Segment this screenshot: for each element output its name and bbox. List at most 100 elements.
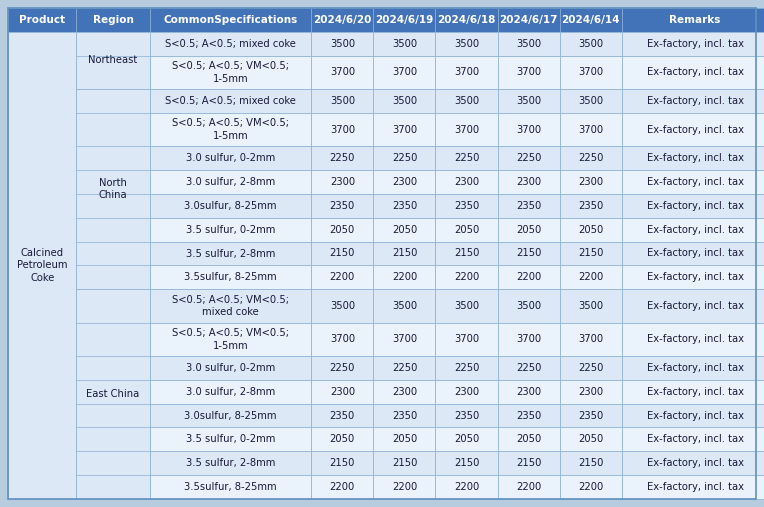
Bar <box>150 146 311 170</box>
Bar <box>497 356 560 380</box>
Text: S<0.5; A<0.5; VM<0.5;
1-5mm: S<0.5; A<0.5; VM<0.5; 1-5mm <box>172 118 289 141</box>
Bar <box>435 241 497 266</box>
Bar <box>311 8 374 32</box>
Bar <box>622 404 764 427</box>
Text: 2050: 2050 <box>392 225 417 235</box>
Bar <box>76 289 150 499</box>
Text: 2300: 2300 <box>330 177 355 187</box>
Bar <box>150 427 311 451</box>
Bar <box>150 404 311 427</box>
Bar <box>560 194 622 218</box>
Bar <box>150 56 311 89</box>
Text: 3.0sulfur, 8-25mm: 3.0sulfur, 8-25mm <box>184 201 277 211</box>
Bar <box>374 89 435 113</box>
Bar <box>497 427 560 451</box>
Text: 2150: 2150 <box>516 458 542 468</box>
Text: 2024/6/18: 2024/6/18 <box>437 15 496 25</box>
Bar <box>622 322 764 356</box>
Text: 3700: 3700 <box>454 334 479 344</box>
Bar <box>311 356 374 380</box>
Text: Remarks: Remarks <box>669 15 720 25</box>
Bar <box>374 404 435 427</box>
Text: Ex-factory, incl. tax: Ex-factory, incl. tax <box>646 387 743 397</box>
Bar <box>622 113 764 146</box>
Text: 2350: 2350 <box>578 411 604 421</box>
Bar <box>8 32 76 499</box>
Text: 2300: 2300 <box>454 387 479 397</box>
Text: Ex-factory, incl. tax: Ex-factory, incl. tax <box>646 177 743 187</box>
Bar <box>150 380 311 404</box>
Text: 2050: 2050 <box>392 434 417 445</box>
Text: Region: Region <box>92 15 134 25</box>
Text: CommonSpecifications: CommonSpecifications <box>163 15 298 25</box>
Text: 3700: 3700 <box>392 125 417 134</box>
Text: 3500: 3500 <box>454 96 479 106</box>
Bar <box>435 380 497 404</box>
Text: 3500: 3500 <box>578 39 604 49</box>
Text: 2150: 2150 <box>330 248 355 259</box>
Text: 2050: 2050 <box>454 225 479 235</box>
Bar <box>622 218 764 241</box>
Text: S<0.5; A<0.5; VM<0.5;
1-5mm: S<0.5; A<0.5; VM<0.5; 1-5mm <box>172 328 289 350</box>
Bar <box>311 380 374 404</box>
Bar <box>435 218 497 241</box>
Text: 2350: 2350 <box>392 201 417 211</box>
Bar <box>150 289 311 322</box>
Text: North
China: North China <box>99 178 128 200</box>
Bar <box>560 380 622 404</box>
Text: 2250: 2250 <box>330 153 355 163</box>
Text: 3500: 3500 <box>330 301 355 311</box>
Bar <box>560 451 622 475</box>
Text: 2024/6/14: 2024/6/14 <box>562 15 620 25</box>
Text: Calcined
Petroleum
Coke: Calcined Petroleum Coke <box>17 248 67 283</box>
Bar <box>622 170 764 194</box>
Bar <box>497 451 560 475</box>
Bar <box>560 56 622 89</box>
Text: S<0.5; A<0.5; mixed coke: S<0.5; A<0.5; mixed coke <box>165 39 296 49</box>
Bar <box>435 404 497 427</box>
Text: Ex-factory, incl. tax: Ex-factory, incl. tax <box>646 39 743 49</box>
Text: Ex-factory, incl. tax: Ex-factory, incl. tax <box>646 363 743 373</box>
Bar <box>435 451 497 475</box>
Text: 3500: 3500 <box>516 96 541 106</box>
Bar <box>435 170 497 194</box>
Bar <box>311 170 374 194</box>
Bar <box>622 289 764 322</box>
Bar <box>150 356 311 380</box>
Text: 3700: 3700 <box>330 67 355 78</box>
Text: 2350: 2350 <box>330 201 355 211</box>
Text: 2250: 2250 <box>578 363 604 373</box>
Text: 3700: 3700 <box>330 125 355 134</box>
Text: 2350: 2350 <box>454 411 479 421</box>
Bar <box>560 241 622 266</box>
Text: Ex-factory, incl. tax: Ex-factory, incl. tax <box>646 482 743 492</box>
Text: Ex-factory, incl. tax: Ex-factory, incl. tax <box>646 272 743 282</box>
Bar <box>374 380 435 404</box>
Bar <box>560 356 622 380</box>
Bar <box>435 427 497 451</box>
Text: 2350: 2350 <box>330 411 355 421</box>
Bar <box>560 322 622 356</box>
Text: 2200: 2200 <box>454 272 479 282</box>
Bar <box>560 146 622 170</box>
Bar <box>374 146 435 170</box>
Text: 3700: 3700 <box>454 125 479 134</box>
Bar <box>497 380 560 404</box>
Text: S<0.5; A<0.5; mixed coke: S<0.5; A<0.5; mixed coke <box>165 96 296 106</box>
Text: 2250: 2250 <box>516 153 542 163</box>
Text: 3700: 3700 <box>392 334 417 344</box>
Text: Product: Product <box>19 15 65 25</box>
Text: 2250: 2250 <box>578 153 604 163</box>
Bar <box>374 289 435 322</box>
Bar <box>497 266 560 289</box>
Bar <box>374 113 435 146</box>
Text: 3500: 3500 <box>578 96 604 106</box>
Text: 2150: 2150 <box>454 458 479 468</box>
Text: 3.0 sulfur, 2-8mm: 3.0 sulfur, 2-8mm <box>186 387 275 397</box>
Bar <box>497 404 560 427</box>
Bar <box>435 32 497 56</box>
Text: 3500: 3500 <box>392 301 417 311</box>
Bar <box>622 266 764 289</box>
Bar <box>76 89 150 289</box>
Bar <box>622 194 764 218</box>
